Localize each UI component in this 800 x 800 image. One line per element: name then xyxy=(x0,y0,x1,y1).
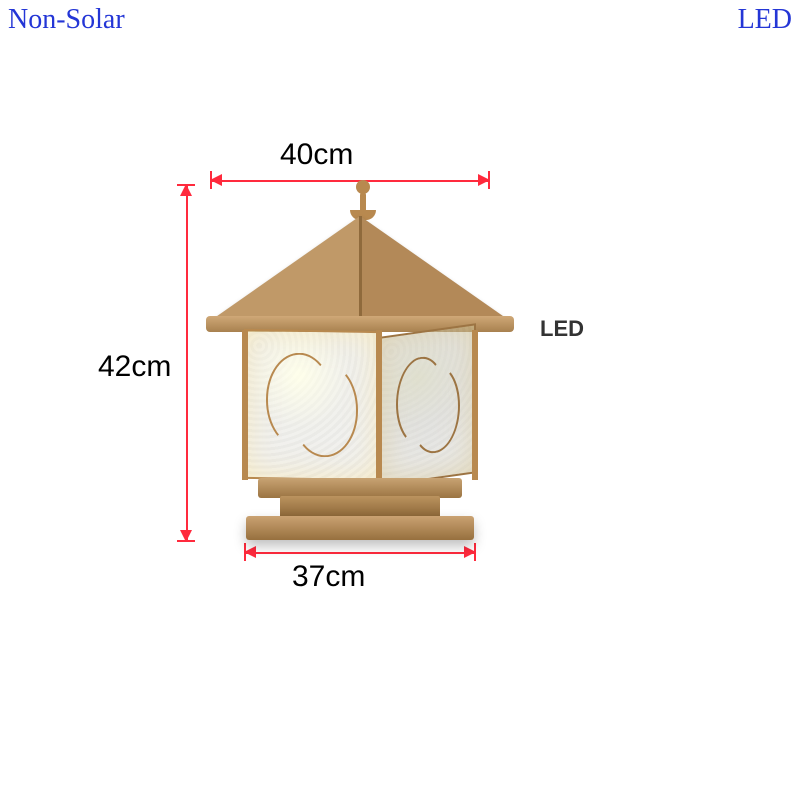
arrow-head-icon xyxy=(180,530,192,542)
lamp-base xyxy=(246,516,474,540)
dim-label-roof-width: 40cm xyxy=(280,138,353,172)
lamp-roof-face xyxy=(360,216,510,321)
lamp-base xyxy=(280,496,440,518)
lamp-ornament xyxy=(390,335,466,476)
lamp-post xyxy=(242,330,248,480)
dim-arrow-base-width xyxy=(244,552,476,554)
arrow-head-icon xyxy=(244,546,256,558)
lamp-post xyxy=(376,330,382,480)
lamp-roof xyxy=(210,216,510,331)
dim-label-height: 42cm xyxy=(98,350,171,384)
lamp-glass-pane xyxy=(244,329,380,481)
bulb-type-label-side: LED xyxy=(540,316,584,342)
lamp-glass-pane xyxy=(380,323,476,486)
arrow-head-icon xyxy=(464,546,476,558)
lamp-base xyxy=(258,478,462,498)
bulb-type-label-top: LED xyxy=(738,4,792,36)
dim-label-base-width: 37cm xyxy=(292,560,365,594)
header-bar: Non-Solar LED xyxy=(0,0,800,40)
lamp-glass-body xyxy=(244,330,476,480)
dim-arrow-height xyxy=(186,184,188,542)
lamp-illustration xyxy=(210,180,510,540)
lamp-post xyxy=(472,330,478,480)
power-type-label: Non-Solar xyxy=(8,4,125,36)
arrow-head-icon xyxy=(180,184,192,196)
lamp-roof-ridge xyxy=(359,216,362,321)
lamp-ornament xyxy=(254,339,370,471)
